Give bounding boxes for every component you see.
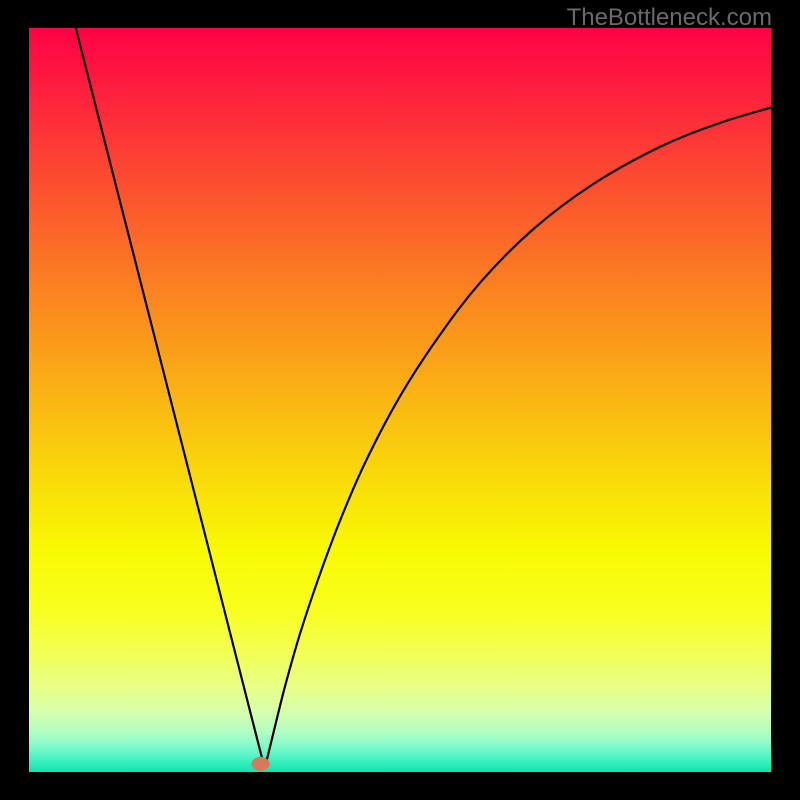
plot-svg — [29, 28, 771, 772]
watermark-text: TheBottleneck.com — [567, 4, 772, 32]
plot-area — [29, 28, 771, 772]
gradient-background — [29, 28, 771, 772]
optimal-point-marker — [252, 757, 270, 771]
